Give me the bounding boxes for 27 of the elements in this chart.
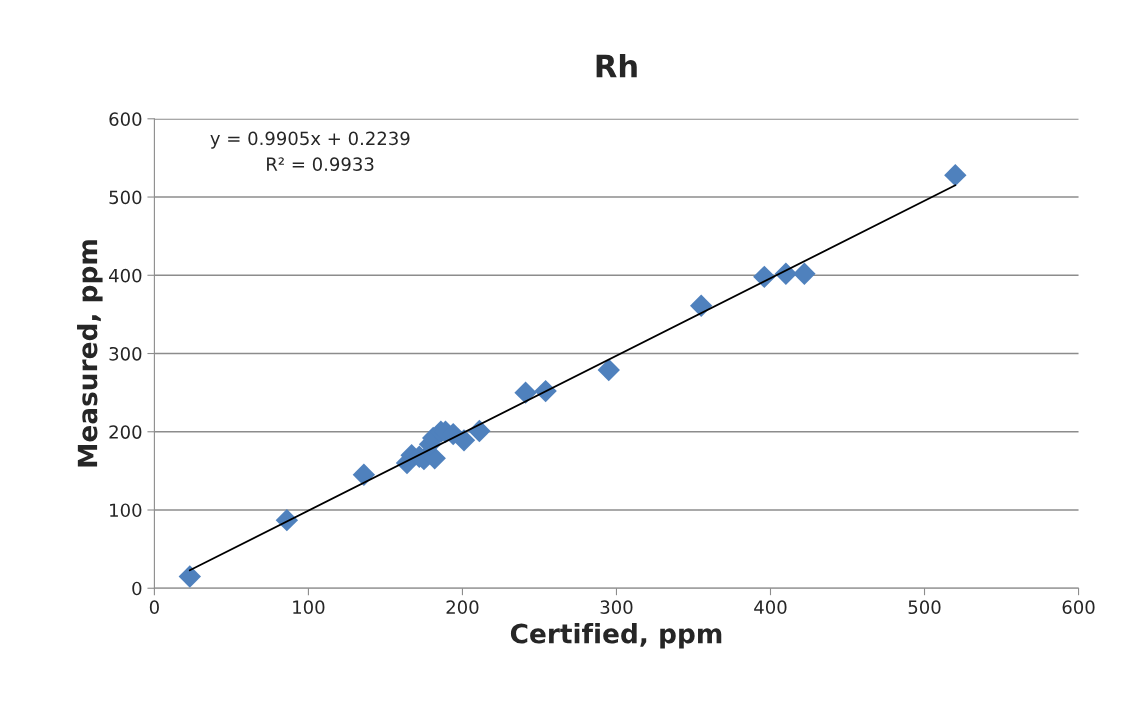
point (452, 429, 476, 452)
point (352, 463, 376, 486)
x-tick-label: 300 (600, 600, 633, 615)
x-axis-title: Certified, ppm (510, 623, 722, 649)
point (689, 294, 713, 317)
y-tick-label: 100 (110, 503, 142, 518)
annotation: R² = 0.9933 (267, 157, 374, 171)
point (944, 163, 967, 187)
point (597, 358, 620, 382)
x-tick-label: 0 (149, 600, 159, 615)
x-tick-label: 600 (1062, 600, 1095, 615)
y-tick-label: 0 (132, 581, 142, 596)
point (178, 565, 202, 588)
annotation: y = 0.9905x + 0.2239 (210, 131, 410, 149)
x-tick-label: 500 (908, 600, 941, 615)
y-tick-label: 400 (109, 268, 142, 283)
y-axis-title: Measured, ppm (77, 240, 103, 467)
point (793, 262, 816, 285)
y-tick-label: 300 (109, 346, 142, 361)
x-tick-label: 100 (293, 600, 325, 615)
x-tick-label: 200 (446, 600, 479, 615)
chart-title: Rh (596, 53, 637, 78)
y-tick-label: 500 (109, 190, 142, 205)
point (514, 381, 537, 404)
y-tick-label: 600 (109, 112, 142, 126)
x-tick-label: 400 (754, 600, 787, 615)
y-tick-label: 200 (109, 425, 142, 439)
